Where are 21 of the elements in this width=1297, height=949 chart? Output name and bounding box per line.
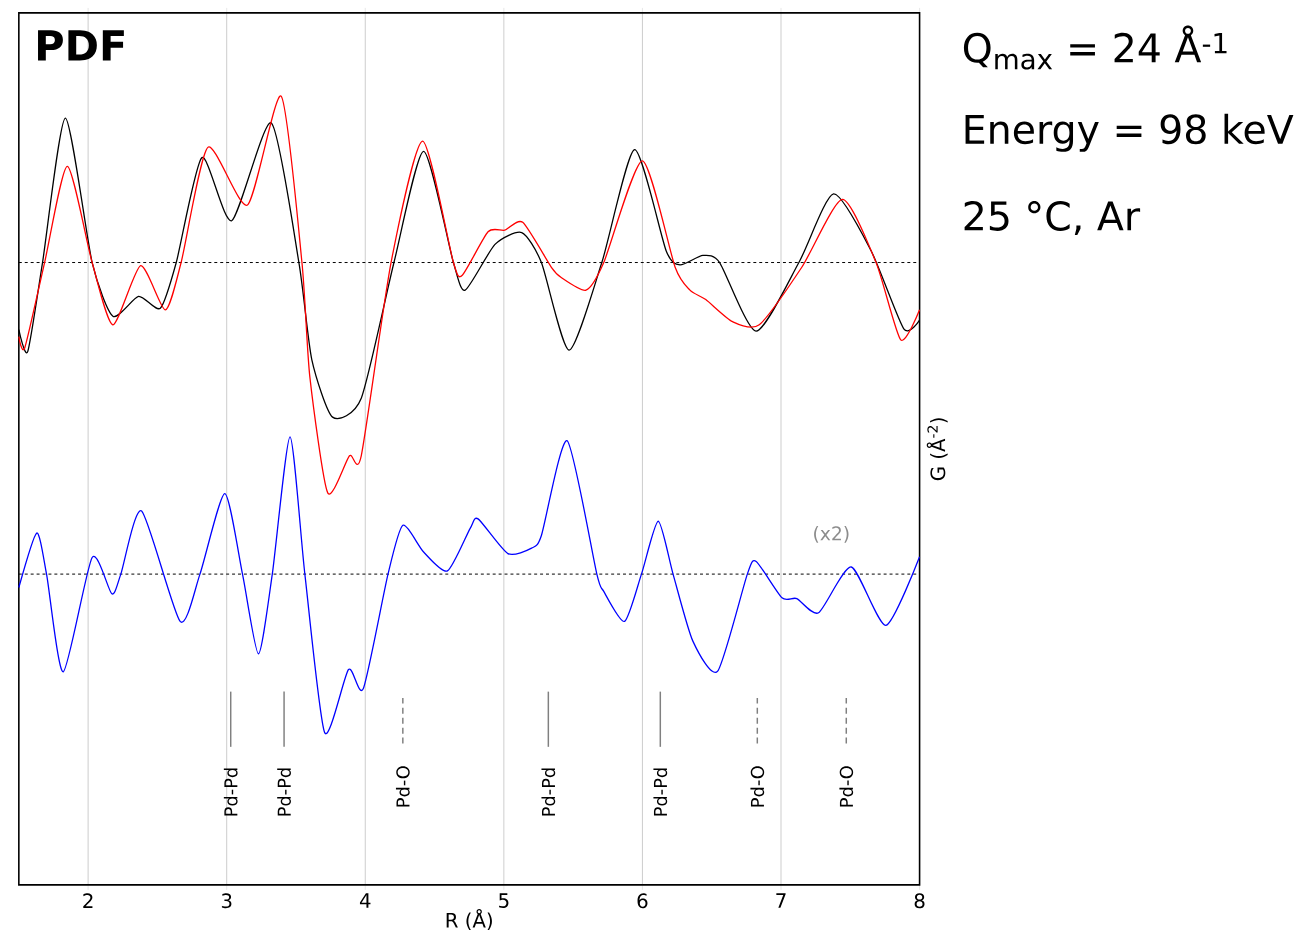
x-axis-title: R (Å) xyxy=(446,908,492,930)
x-tick-label: 4 xyxy=(359,893,371,908)
annotation: (x2) xyxy=(814,525,849,543)
text: Pd-O xyxy=(839,766,854,807)
chart-title: PDF xyxy=(38,30,124,61)
x-tick-label: 5 xyxy=(499,893,509,908)
x-tick-label: 6 xyxy=(637,893,648,909)
x-tick-label: 8 xyxy=(914,893,925,909)
text: Pd-O xyxy=(750,766,765,807)
x-tick-label: 3 xyxy=(221,893,232,909)
text: Pd-Pd xyxy=(653,768,668,816)
text: Pd-Pd xyxy=(277,768,291,816)
text: Pd-Pd xyxy=(223,768,238,816)
x-tick-label: 7 xyxy=(776,893,786,908)
text: Q$_{max}$ = 24 Å$^{-1}$ xyxy=(963,25,1227,70)
text: Pd-O xyxy=(395,766,410,807)
x-tick-label: 2 xyxy=(83,893,93,908)
text: Pd-Pd xyxy=(541,768,556,816)
y-axis-title: G (Å$^{-2}$) xyxy=(926,418,948,480)
text: Energy = 98 keV xyxy=(965,113,1294,152)
text: 25 °C, Ar xyxy=(964,200,1141,235)
